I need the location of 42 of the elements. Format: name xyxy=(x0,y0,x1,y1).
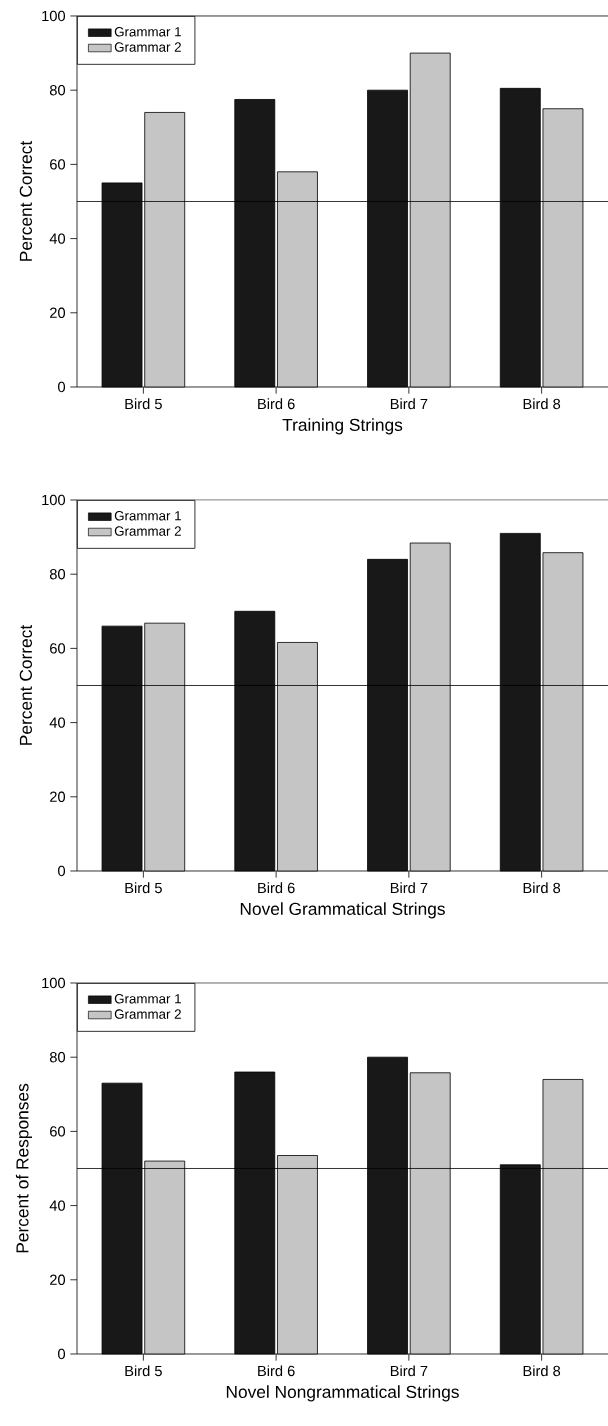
y-tick-label: 80 xyxy=(49,1052,65,1063)
x-axis-title: Novel Grammatical Strings xyxy=(240,902,445,919)
y-tick-label: 100 xyxy=(42,977,65,989)
y-tick-label: 40 xyxy=(49,233,65,244)
y-tick-label: 60 xyxy=(49,1126,65,1137)
x-axis-title: Training Strings xyxy=(282,418,403,435)
y-tick-label: 60 xyxy=(49,643,65,654)
legend-label: Grammar 2 xyxy=(114,1009,181,1019)
y-axis-title: Percent Correct xyxy=(19,624,32,745)
x-tick-label: Bird 6 xyxy=(257,1365,295,1377)
y-tick-label: 40 xyxy=(49,1200,65,1211)
x-tick-label: Bird 5 xyxy=(125,882,162,894)
x-axis-title: Novel Nongrammatical Strings xyxy=(226,1385,459,1402)
y-tick-label: 100 xyxy=(42,494,65,506)
legend-label: Grammar 1 xyxy=(114,994,181,1004)
x-tick-label: Bird 8 xyxy=(523,882,560,894)
legend-label: Grammar 2 xyxy=(114,42,181,52)
x-tick-label: Bird 5 xyxy=(125,1365,162,1377)
y-tick-label: 100 xyxy=(42,10,65,22)
y-tick-label: 60 xyxy=(49,159,65,170)
y-tick-label: 0 xyxy=(57,381,65,393)
legend-label: Grammar 1 xyxy=(114,511,181,521)
y-tick-label: 20 xyxy=(49,791,65,802)
x-tick-label: Bird 6 xyxy=(257,882,295,894)
legend-label: Grammar 1 xyxy=(114,27,181,37)
y-tick-label: 0 xyxy=(57,865,65,877)
y-axis-title: Percent Correct xyxy=(19,140,32,261)
x-tick-label: Bird 7 xyxy=(390,882,428,894)
x-tick-label: Bird 6 xyxy=(257,398,295,410)
x-tick-label: Bird 8 xyxy=(523,1365,560,1377)
y-tick-label: 80 xyxy=(49,85,65,96)
x-tick-label: Bird 7 xyxy=(390,1365,428,1377)
y-tick-label: 0 xyxy=(57,1348,65,1360)
x-tick-label: Bird 5 xyxy=(125,398,162,410)
y-tick-label: 40 xyxy=(49,717,65,728)
x-tick-label: Bird 7 xyxy=(390,398,428,410)
x-tick-label: Bird 8 xyxy=(523,398,560,410)
y-tick-label: 20 xyxy=(49,1274,65,1285)
legend-label: Grammar 2 xyxy=(114,526,181,536)
y-tick-label: 80 xyxy=(49,569,65,580)
y-tick-label: 20 xyxy=(49,307,65,318)
y-axis-title: Percent of Responses xyxy=(15,1083,32,1253)
